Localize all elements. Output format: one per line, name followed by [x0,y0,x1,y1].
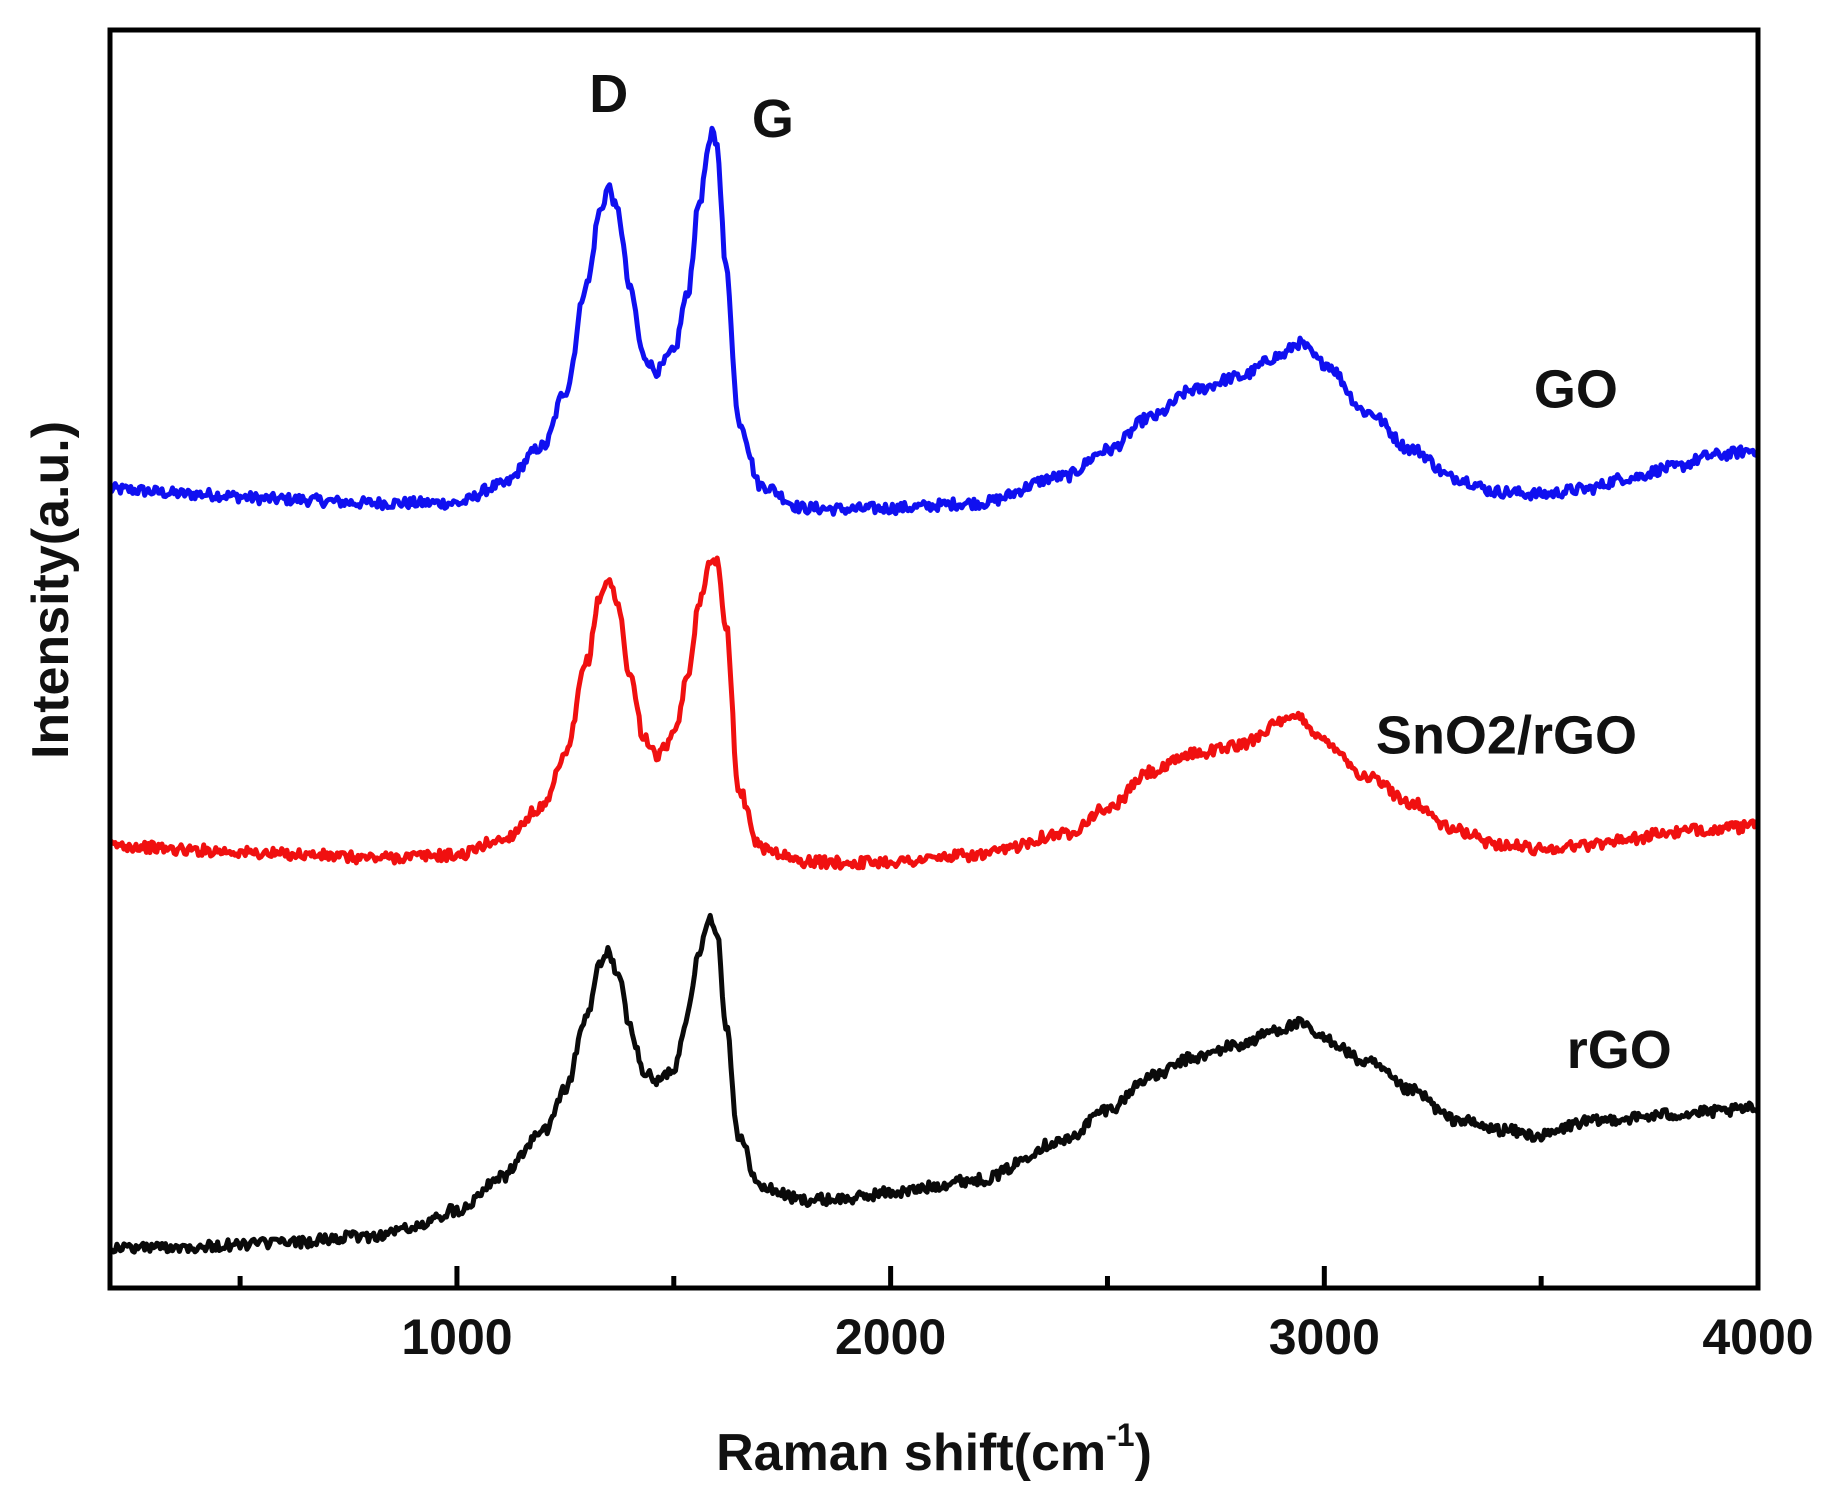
plot-frame [107,27,1761,1291]
label-layer: GO SnO2/rGO rGO D G [589,64,1671,1080]
peak-label-d: D [589,64,628,124]
x-tick-label: 2000 [835,1309,946,1365]
series-line-sno2-rgo [108,555,1760,871]
peak-label-g: G [752,89,794,149]
x-axis-title-main: Raman shift(cm [716,1424,1106,1482]
series-label-go: GO [1534,359,1618,419]
series-label-rgo: rGO [1567,1020,1672,1080]
x-axis-title-close: ) [1135,1424,1152,1482]
x-tick-label: 3000 [1269,1309,1380,1365]
series-line-go [107,125,1760,517]
x-axis-title-superscript: -1 [1106,1417,1134,1453]
series-layer [107,125,1760,1255]
x-tick-label: 4000 [1702,1309,1813,1365]
x-tick-label: 1000 [401,1309,512,1365]
series-line-rgo [108,912,1760,1255]
tick-layer: 1000 2000 3000 4000 [237,1266,1814,1365]
y-axis-title: Intensity(a.u.) [22,421,80,759]
x-axis-title: Raman shift(cm-1) [716,1417,1152,1482]
series-label-sno2-rgo: SnO2/rGO [1376,705,1637,765]
